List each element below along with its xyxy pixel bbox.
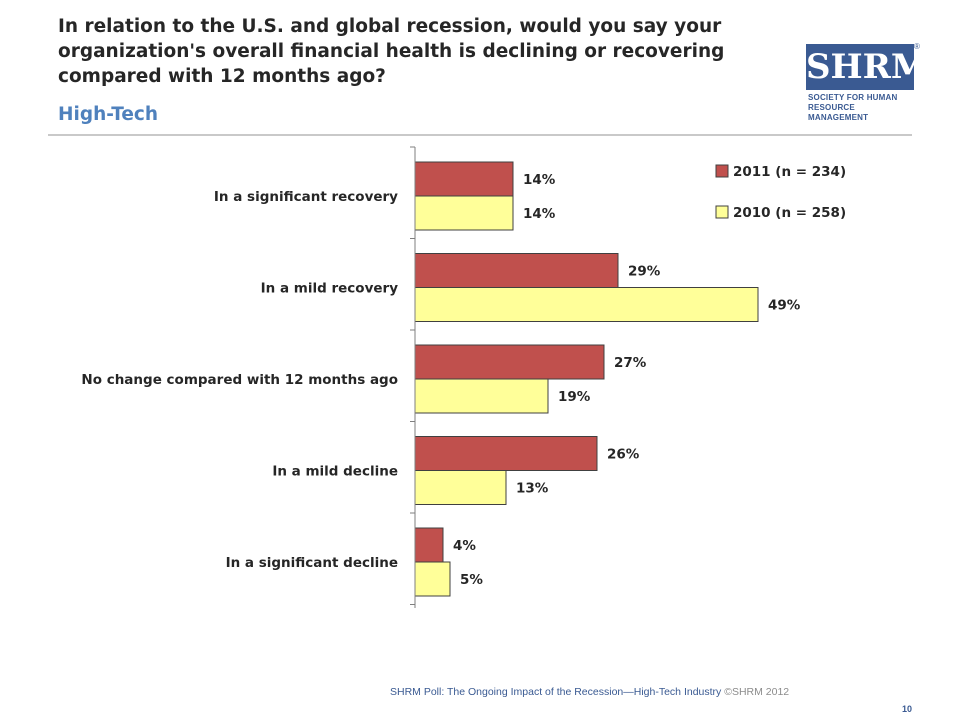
bar-2010 (414, 470, 507, 505)
category-label: No change compared with 12 months ago (81, 372, 398, 388)
category-label: In a mild recovery (261, 281, 399, 297)
data-label: 27% (614, 355, 647, 371)
data-label: 4% (453, 538, 476, 554)
page-number: 10 (902, 704, 913, 714)
bar-2010 (414, 195, 514, 231)
data-label: 14% (523, 206, 556, 222)
bar-2011 (414, 436, 598, 471)
bar-2011 (414, 344, 605, 380)
logo-box: SHRM (806, 44, 929, 90)
bar-2010 (414, 561, 451, 597)
legend-swatch-2010 (715, 205, 729, 219)
legend-swatch-2011 (715, 164, 729, 178)
data-label: 29% (628, 264, 661, 280)
logo-tagline-line1: SOCIETY FOR HUMAN (808, 93, 898, 102)
page-subtitle: High-Tech (58, 104, 159, 125)
footer: SHRM Poll: The Ongoing Impact of the Rec… (390, 686, 789, 698)
logo-tagline: SOCIETY FOR HUMAN RESOURCE MANAGEMENT (808, 93, 916, 123)
logo-letters: SHRM (806, 47, 929, 87)
bar-2011 (414, 527, 444, 563)
bar-2011 (414, 253, 619, 288)
header-divider (48, 134, 912, 136)
bar-2011 (414, 161, 514, 197)
data-label: 5% (460, 572, 483, 588)
category-label: In a mild decline (272, 464, 398, 480)
data-label: 49% (768, 298, 801, 314)
shrm-logo: SHRM ® SOCIETY FOR HUMAN RESOURCE MANAGE… (806, 42, 929, 123)
bar-2010 (414, 378, 549, 414)
category-label: In a significant recovery (214, 189, 398, 205)
logo-registered-mark: ® (914, 42, 920, 51)
bar-2010 (414, 287, 759, 322)
logo-tagline-line2: RESOURCE MANAGEMENT (808, 103, 869, 122)
data-label: 13% (516, 481, 549, 497)
footer-text: SHRM Poll: The Ongoing Impact of the Rec… (390, 686, 722, 698)
data-label: 14% (523, 172, 556, 188)
category-label: In a significant decline (226, 555, 398, 571)
legend-label: 2011 (n = 234) (733, 164, 846, 180)
data-label: 26% (607, 447, 640, 463)
footer-copyright: ©SHRM 2012 (724, 686, 790, 698)
page-title: In relation to the U.S. and global reces… (58, 16, 725, 87)
data-label: 19% (558, 389, 591, 405)
legend-label: 2010 (n = 258) (733, 205, 846, 221)
